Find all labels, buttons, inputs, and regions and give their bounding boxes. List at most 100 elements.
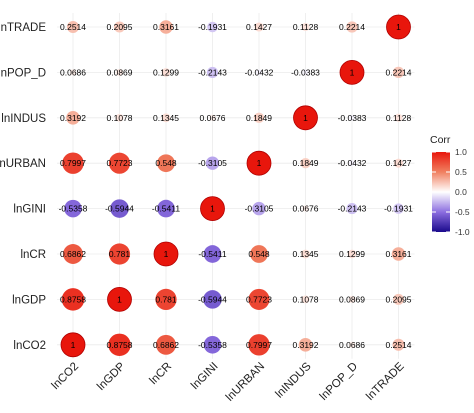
corr-circle bbox=[300, 158, 311, 169]
corr-value-label: 1 bbox=[350, 67, 355, 77]
corr-value-label: 0.2095 bbox=[107, 22, 133, 32]
corr-value-label: 1 bbox=[303, 113, 308, 123]
corr-value-label: 0.1128 bbox=[293, 22, 319, 32]
legend-tick-label: 0.5 bbox=[455, 167, 467, 177]
column-label: lnGDP bbox=[95, 360, 128, 393]
corr-value-label: 0.2214 bbox=[386, 67, 412, 77]
corr-circle bbox=[159, 20, 173, 34]
row-labels: lnTRADE lnPOP_D lnINDUS lnURBAN lnGINI lnCR ln… bbox=[0, 22, 46, 352]
corr-circle bbox=[110, 199, 129, 218]
corr-value-label: -0.5411 bbox=[198, 249, 226, 259]
corr-circle bbox=[209, 114, 216, 121]
corr-value-label: 1 bbox=[71, 340, 76, 350]
cells: 0.2514 0.2095 0.3161 -0.1931 0.1427 0.1128 0.2… bbox=[59, 14, 413, 358]
column-labels: lnCO2 lnGDP lnCR lnGINI lnURBAN lnINDUS lnPOP_… bbox=[50, 360, 407, 404]
row-label: lnCR bbox=[20, 249, 46, 261]
corr-value-label: -0.5358 bbox=[198, 340, 227, 350]
corr-value-label: 0.2514 bbox=[386, 340, 412, 350]
row-label: lnURBAN bbox=[0, 158, 46, 170]
corr-circle bbox=[156, 334, 176, 355]
row-label: lnPOP_D bbox=[0, 67, 46, 79]
corr-circle bbox=[161, 68, 171, 77]
corr-circle bbox=[253, 112, 265, 123]
corr-circle bbox=[393, 293, 404, 305]
corr-circle bbox=[391, 247, 406, 261]
corr-value-label: 0.3192 bbox=[293, 340, 319, 350]
corr-circle bbox=[348, 295, 356, 303]
corr-circle bbox=[301, 249, 310, 259]
corr-circle bbox=[392, 338, 405, 351]
corr-circle bbox=[157, 199, 175, 218]
corr-circle bbox=[153, 241, 179, 267]
corr-circle bbox=[302, 69, 309, 76]
corr-circle bbox=[207, 21, 218, 33]
corr-value-label: 1 bbox=[117, 294, 122, 304]
legend-tick-label: 1.0 bbox=[455, 147, 467, 157]
corr-circle bbox=[248, 288, 270, 310]
corr-value-label: 0.1345 bbox=[293, 249, 319, 259]
corr-circle bbox=[114, 21, 125, 33]
corr-circle bbox=[66, 111, 80, 125]
corr-value-label: 0.3161 bbox=[153, 22, 179, 32]
corr-circle bbox=[69, 69, 77, 76]
corr-value-label: 0.1427 bbox=[386, 158, 412, 168]
corr-value-label: -0.5944 bbox=[198, 294, 227, 304]
corr-value-label: 0.6862 bbox=[60, 249, 86, 259]
corr-value-label: 0.1299 bbox=[339, 249, 365, 259]
corr-value-label: 0.7723 bbox=[107, 158, 133, 168]
corr-value-label: 0.7723 bbox=[246, 294, 272, 304]
corr-circle bbox=[155, 288, 177, 311]
corr-circle bbox=[252, 201, 266, 216]
corr-value-label: 0.1345 bbox=[153, 113, 179, 123]
corr-value-label: 0.0686 bbox=[339, 340, 365, 350]
corr-value-label: 0.1299 bbox=[153, 67, 179, 77]
corr-value-label: -0.0432 bbox=[338, 158, 367, 168]
corr-value-label: 0.8758 bbox=[107, 340, 133, 350]
corr-value-label: 0.1078 bbox=[293, 294, 319, 304]
legend-title: Corr bbox=[430, 134, 451, 146]
corr-circle bbox=[108, 243, 131, 265]
corr-value-label: 1 bbox=[164, 249, 169, 259]
corr-value-label: -0.0383 bbox=[291, 67, 320, 77]
corr-circle bbox=[108, 152, 131, 174]
corr-circle bbox=[349, 114, 355, 121]
row-label: lnCO2 bbox=[13, 340, 46, 352]
corr-circle bbox=[339, 60, 365, 85]
column-label: lnTRADE bbox=[364, 360, 407, 403]
corr-circle bbox=[246, 150, 272, 176]
corr-circle bbox=[205, 156, 220, 170]
corr-value-label: -0.1931 bbox=[384, 204, 413, 214]
corr-value-label: 0.7997 bbox=[60, 158, 86, 168]
legend-colorbar bbox=[432, 152, 450, 232]
row-label: lnGDP bbox=[12, 294, 46, 306]
column-label: lnPOP_D bbox=[318, 360, 360, 402]
corr-circle bbox=[346, 21, 358, 33]
corr-circle bbox=[348, 341, 356, 348]
corr-circle bbox=[293, 105, 318, 131]
corr-value-label: 0.7997 bbox=[246, 340, 272, 350]
legend-tick-label: -0.5 bbox=[455, 207, 470, 217]
corr-circle bbox=[347, 249, 357, 259]
corr-circle bbox=[115, 68, 124, 76]
corr-value-label: 0.3161 bbox=[386, 249, 412, 259]
corr-value-label: 1 bbox=[257, 158, 262, 168]
corr-circle bbox=[64, 199, 82, 218]
corr-value-label: 0.2214 bbox=[339, 22, 365, 32]
corr-circle bbox=[393, 203, 404, 214]
corr-circle bbox=[107, 286, 132, 312]
corr-circle bbox=[248, 334, 270, 356]
corr-circle bbox=[256, 69, 262, 76]
legend: Corr 1.0 0.5 0.0 -0.5 -1.0 bbox=[430, 134, 470, 237]
column-label: lnCO2 bbox=[50, 360, 82, 392]
corr-value-label: -0.0383 bbox=[338, 113, 367, 123]
corr-circle bbox=[60, 332, 86, 358]
corr-circle bbox=[206, 66, 219, 78]
corr-value-label: 0.1128 bbox=[386, 113, 412, 123]
corr-value-label: 0.2514 bbox=[60, 22, 86, 32]
corr-circle bbox=[254, 22, 264, 32]
corr-circle bbox=[346, 203, 358, 215]
corr-value-label: 0.548 bbox=[155, 158, 177, 168]
corr-circle bbox=[63, 244, 83, 264]
corr-value-label: 0.0676 bbox=[293, 204, 319, 214]
corr-circle bbox=[61, 288, 85, 311]
